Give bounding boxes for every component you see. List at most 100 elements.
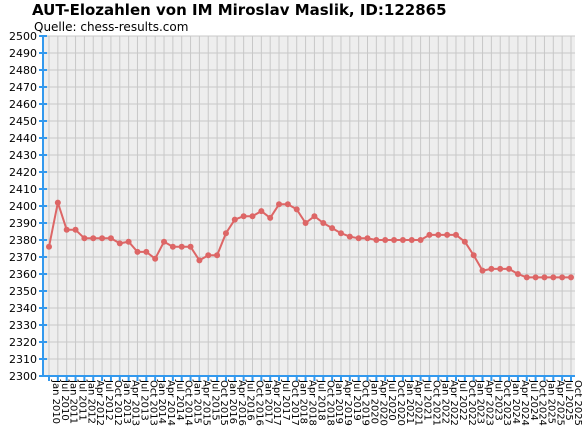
y-tick-label: 2500 <box>9 30 37 43</box>
data-point <box>346 233 353 240</box>
x-tick-label: Apr 2024 <box>519 380 530 426</box>
y-tick-label: 2350 <box>9 285 37 298</box>
y-tick-label: 2360 <box>9 268 37 281</box>
x-tick-label: Jan 2023 <box>475 379 486 424</box>
data-point <box>426 231 433 238</box>
data-point <box>284 201 291 208</box>
x-tick-label: Oct 2018 <box>324 380 335 426</box>
data-point <box>169 243 176 250</box>
x-tick-label: Jul 2023 <box>492 379 503 421</box>
data-point <box>488 265 495 272</box>
data-point <box>399 237 406 243</box>
data-point <box>364 235 371 242</box>
x-tick-label: Jul 2020 <box>386 379 397 421</box>
x-tick-label: Oct 2025 <box>572 380 583 426</box>
chart-title: AUT-Elozahlen von IM Miroslav Maslik, ID… <box>32 1 447 19</box>
x-tick-label: Oct 2016 <box>253 380 264 426</box>
x-tick-label: Jan 2010 <box>50 379 61 424</box>
data-point <box>258 208 265 215</box>
x-tick-label: Jul 2015 <box>209 379 220 421</box>
data-point <box>302 220 309 226</box>
data-point <box>178 243 185 250</box>
x-tick-label: Oct 2023 <box>501 380 512 426</box>
data-point <box>187 243 194 250</box>
data-point <box>90 235 97 242</box>
x-tick-label: Jul 2019 <box>351 379 362 421</box>
y-tick-label: 2440 <box>9 132 37 145</box>
x-tick-label: Apr 2023 <box>484 380 495 426</box>
y-tick-label: 2370 <box>9 251 37 264</box>
x-tick-label: Apr 2025 <box>554 380 565 426</box>
x-tick-label: Apr 2015 <box>200 380 211 426</box>
data-point <box>63 226 70 233</box>
data-point <box>408 237 415 243</box>
data-point <box>196 257 203 264</box>
chart-subtitle: Quelle: chess-results.com <box>34 20 189 34</box>
data-point <box>81 235 88 242</box>
data-point <box>161 238 168 245</box>
x-tick-label: Jul 2011 <box>77 379 88 421</box>
x-tick-label: Jul 2013 <box>138 379 149 421</box>
data-point <box>568 274 574 281</box>
x-tick-label: Jan 2019 <box>333 379 344 424</box>
data-point <box>143 248 150 255</box>
data-point <box>267 214 274 221</box>
x-tick-label: Apr 2021 <box>413 380 424 426</box>
y-tick-label: 2420 <box>9 166 37 179</box>
data-point <box>452 231 459 238</box>
y-tick-label: 2470 <box>9 81 37 94</box>
x-tick-label: Apr 2018 <box>307 380 318 426</box>
y-tick-label: 2490 <box>9 47 37 60</box>
x-tick-label: Jul 2012 <box>103 379 114 421</box>
x-tick-label: Jul 2021 <box>422 379 433 421</box>
x-tick-label: Jan 2018 <box>298 379 309 424</box>
y-tick-label: 2300 <box>9 370 37 383</box>
x-tick-label: Jan 2015 <box>192 379 203 424</box>
x-tick-label: Jul 2014 <box>174 379 185 421</box>
data-point <box>311 213 318 220</box>
data-point <box>470 252 477 259</box>
x-tick-label: Apr 2014 <box>165 380 176 426</box>
data-point <box>541 274 548 281</box>
data-point <box>417 237 424 243</box>
x-tick-label: Apr 2012 <box>94 380 105 426</box>
data-point <box>506 265 513 272</box>
data-point <box>214 252 221 259</box>
x-tick-label: Jan 2012 <box>85 379 96 424</box>
x-tick-label: Jan 2024 <box>510 379 521 424</box>
data-point <box>320 220 327 226</box>
y-tick-label: 2390 <box>9 217 37 230</box>
data-point <box>125 238 132 245</box>
data-point <box>550 274 557 281</box>
data-point <box>497 265 504 272</box>
x-tick-label: Jul 2016 <box>245 379 256 421</box>
x-tick-label: Jul 2025 <box>563 379 574 421</box>
x-tick-label: Oct 2017 <box>289 380 300 426</box>
y-tick-label: 2380 <box>9 234 37 247</box>
data-point <box>116 240 123 247</box>
data-point <box>54 199 61 206</box>
data-point <box>222 230 229 237</box>
y-tick-label: 2320 <box>9 336 37 349</box>
y-tick-label: 2340 <box>9 302 37 315</box>
data-point <box>293 206 300 213</box>
data-point <box>337 230 344 237</box>
y-tick-label: 2400 <box>9 200 37 213</box>
data-point <box>276 201 283 208</box>
x-tick-label: Jan 2014 <box>156 379 167 424</box>
data-point <box>249 213 256 220</box>
x-tick-label: Apr 2013 <box>130 380 141 426</box>
x-tick-label: Oct 2015 <box>218 380 229 426</box>
x-tick-label: Jan 2017 <box>262 379 273 424</box>
data-point <box>152 255 159 262</box>
y-tick-label: 2330 <box>9 319 37 332</box>
y-tick-label: 2450 <box>9 115 37 128</box>
x-tick-label: Oct 2022 <box>466 380 477 426</box>
x-tick-label: Jan 2016 <box>227 379 238 424</box>
x-tick-label: Jan 2022 <box>439 379 450 424</box>
y-tick-label: 2480 <box>9 64 37 77</box>
data-point <box>461 238 468 245</box>
data-point <box>329 225 336 232</box>
